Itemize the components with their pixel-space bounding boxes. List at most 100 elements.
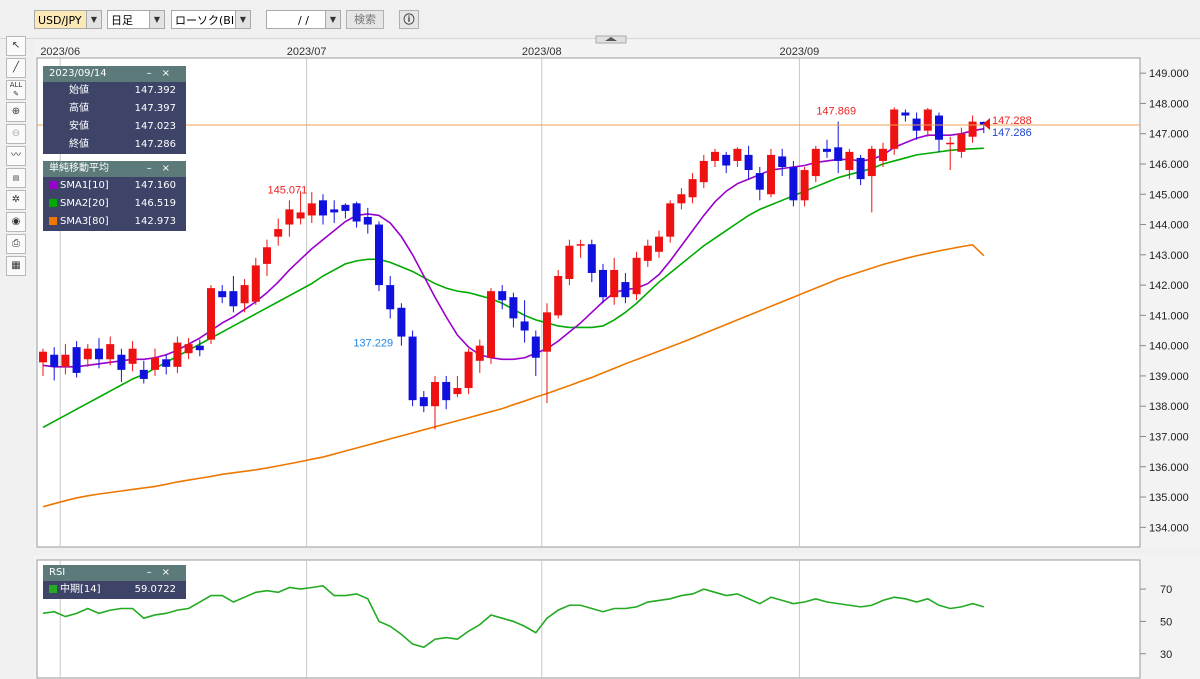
candle-body [285,209,294,225]
candle-body [251,265,260,302]
rsi-row: 中期[14] 59.0722 [43,581,186,599]
sma-value: 147.160 [134,180,176,191]
cursor-icon[interactable]: ↖ [6,36,26,56]
grid-icon[interactable]: ▦ [6,256,26,276]
ohlc-value: 147.286 [134,139,176,150]
candle-body [240,285,249,304]
candle-body [296,212,305,219]
candle-body [811,148,820,177]
pair-select[interactable]: USD/JPY ▼ [34,10,102,29]
candle-body [935,115,943,140]
candle-body [207,288,215,340]
pair-select-value: USD/JPY [38,14,82,27]
sma1-swatch [49,181,57,189]
toolbar: USD/JPY ▼ 日足 ▼ ローソク(BID) ▼ / / ▼ 検索 ⓘ [0,0,1200,39]
date-input[interactable]: / / ▼ [266,10,341,29]
info-icon[interactable]: ⓘ [399,10,419,29]
y-tick-label: 136.000 [1149,462,1189,474]
candle-body [655,236,663,252]
candle-body [722,154,731,166]
candle-body [520,321,529,331]
candle-body [823,148,831,152]
candle-body [543,312,551,352]
y-tick-label: 138.000 [1149,401,1189,413]
eye-icon[interactable]: ◉ [6,212,26,232]
candle-body [151,357,159,370]
x-tick-label: 2023/07 [287,46,327,58]
candle-body [363,216,372,225]
candle-body [755,173,764,190]
sma-label: SMA3[80] [60,216,109,227]
candle-body [879,148,887,161]
data-table-icon[interactable]: ▤ [6,168,26,188]
candle-body [117,354,126,370]
candle-body [397,307,406,337]
zoom-out-icon[interactable]: ⊖ [6,124,26,144]
chart-type-select[interactable]: ローソク(BID) ▼ [171,10,251,29]
print-icon[interactable]: ⎙ [6,234,26,254]
candle-body [431,381,439,407]
sma-panel-header: 単純移動平均 –× [43,161,186,177]
y-tick-label: 137.000 [1149,431,1189,443]
sma-row: SMA2[20] 146.519 [43,195,186,213]
candle-body [677,194,686,204]
technical-icon[interactable]: 〰 [6,146,26,166]
ohlc-panel-header: 2023/09/14 –× [43,66,186,82]
candle-body [554,276,563,316]
zoom-in-icon[interactable]: ⊕ [6,102,26,122]
candle-body [621,282,630,298]
candle-body [263,247,271,264]
candle-body [789,167,798,201]
timeframe-select[interactable]: 日足 ▼ [107,10,165,29]
panel-controls[interactable]: –× [146,163,180,174]
candle-body [744,154,753,171]
rsi-tick-label: 50 [1160,616,1172,628]
panel-controls[interactable]: –× [146,567,180,578]
candle-body [487,291,495,358]
y-tick-label: 143.000 [1149,250,1189,262]
ask-price-label: 147.286 [992,127,1032,139]
sma-panel: 単純移動平均 –× SMA1[10] 147.160 SMA2[20] 146.51… [43,161,186,231]
rsi-swatch [49,585,57,593]
ohlc-row: 始値 147.392 [43,82,186,100]
candle-body [733,148,742,161]
sma-value: 142.973 [134,216,176,227]
candle-body [666,203,675,237]
candle-body [599,269,607,298]
sma3-swatch [49,217,57,225]
candle-body [643,245,652,261]
candle-body [139,369,148,379]
chevron-down-icon: ▼ [325,11,340,28]
candle-body [218,291,227,298]
high-label: 145.071 [268,184,308,196]
candle-body [531,336,540,358]
candle-body [330,209,339,213]
chevron-down-icon: ▼ [86,11,101,28]
search-button[interactable]: 検索 [346,10,384,29]
candle-body [453,388,462,395]
rsi-value: 59.0722 [134,584,176,595]
rsi-panel-header: RSI –× [43,565,186,581]
line-draw-icon[interactable]: ╱ [6,58,26,78]
sma10-line [42,128,984,368]
candle-body [408,336,417,401]
all-erase-icon[interactable]: ALL ✎ [6,80,26,100]
candle-body [162,359,171,367]
sma-row: SMA3[80] 142.973 [43,213,186,231]
ohlc-value: 147.397 [134,103,176,114]
candle-body [341,204,350,211]
y-tick-label: 134.000 [1149,522,1189,534]
candle-body [464,351,473,389]
candle-body [50,354,59,367]
candle-body [229,291,238,307]
candle-body [890,109,899,149]
y-tick-label: 140.000 [1149,341,1189,353]
panel-controls[interactable]: –× [146,68,180,79]
candle-body [195,345,204,351]
settings-icon[interactable]: ✲ [6,190,26,210]
ohlc-value: 147.023 [134,121,176,132]
sma2-swatch [49,199,57,207]
candle-body [386,285,395,310]
